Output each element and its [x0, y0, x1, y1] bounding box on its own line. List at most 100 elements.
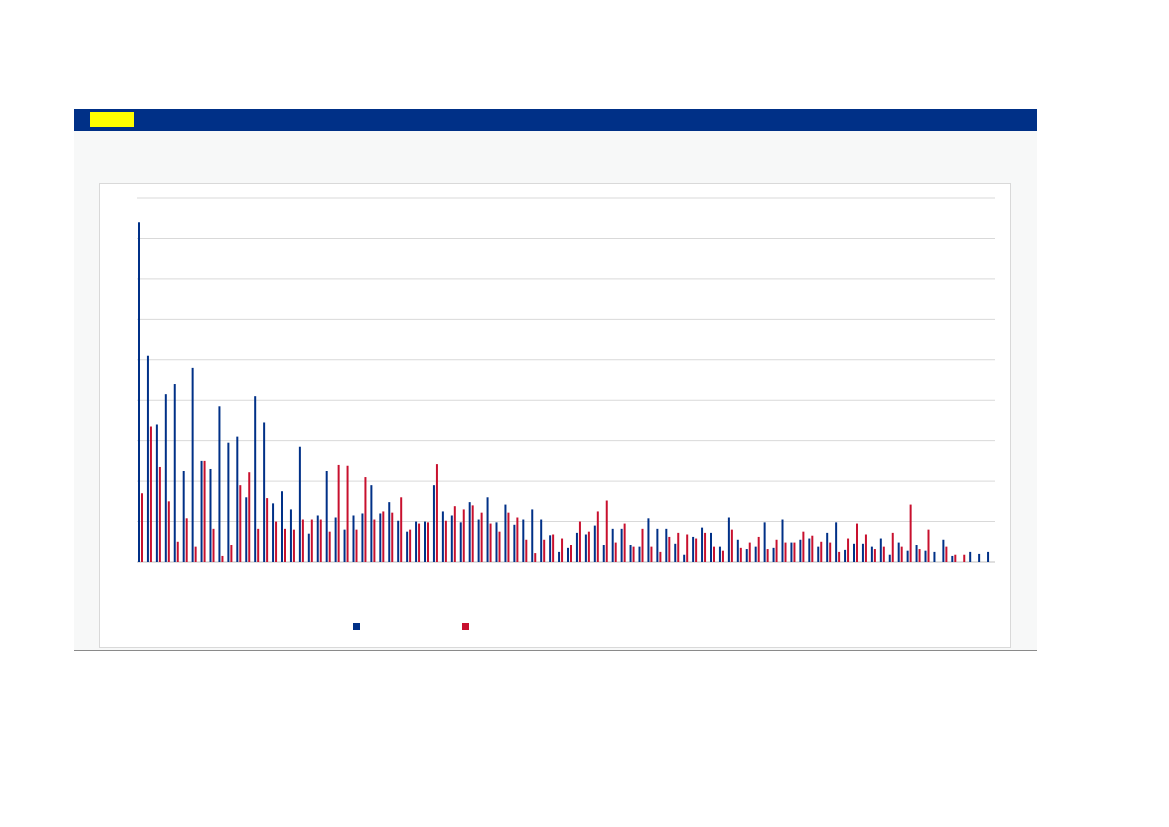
bar-series-1: [861, 543, 864, 562]
bar-series-2: [730, 529, 733, 562]
bar-series-1: [593, 525, 596, 562]
bar-series-2: [829, 542, 832, 562]
bar-series-1: [522, 519, 525, 562]
bar-series-1: [504, 504, 507, 562]
bar-series-1: [173, 384, 176, 562]
bar-series-1: [897, 542, 900, 562]
bar-series-1: [432, 485, 435, 562]
bar-series-1: [736, 539, 739, 562]
bar-series-1: [441, 511, 444, 562]
bar-series-2: [534, 553, 537, 562]
bar-series-1: [611, 528, 614, 562]
bar-series-1: [754, 546, 757, 562]
bar-series-2: [856, 523, 858, 562]
bar-series-1: [468, 502, 471, 562]
bar-series-2: [802, 531, 805, 562]
bar-series-1: [665, 528, 668, 562]
bar-series-2: [212, 528, 215, 562]
bar-series-1: [549, 535, 552, 562]
legend-swatch-series-2: [462, 623, 469, 630]
bar-series-2: [918, 549, 921, 562]
bar-series-2: [623, 523, 626, 562]
bar-series-2: [587, 531, 590, 562]
bar-series-2: [418, 523, 421, 562]
bar-series-1: [289, 509, 292, 562]
bar-series-1: [951, 555, 954, 562]
bar-series-1: [772, 547, 775, 562]
bar-series-1: [388, 502, 391, 562]
bar-series-1: [218, 406, 221, 562]
bar-series-2: [373, 519, 376, 562]
bar-series-1: [602, 545, 605, 562]
bar-series-1: [155, 424, 158, 562]
bar-series-2: [275, 521, 278, 562]
bar-series-2: [355, 529, 358, 562]
bar-series-2: [543, 539, 546, 562]
bar-series-2: [668, 536, 671, 562]
bar-series-1: [870, 546, 873, 562]
bar-series-1: [647, 518, 650, 562]
bar-series-1: [575, 532, 578, 562]
bar-series-2: [480, 512, 483, 562]
bar-series-1: [692, 536, 695, 562]
bar-series-2: [596, 511, 599, 562]
bar-series-1: [888, 554, 891, 562]
bar-series-1: [835, 522, 838, 562]
bar-series-2: [176, 541, 179, 562]
bar-series-1: [263, 422, 266, 562]
bar-series-2: [382, 511, 385, 562]
bar-series-1: [620, 528, 623, 562]
bar-series-1: [933, 551, 936, 562]
bar-series-2: [561, 538, 564, 562]
bar-series-1: [164, 394, 167, 562]
bar-series-2: [301, 519, 304, 562]
bar-series-1: [674, 543, 677, 562]
bar-series-1: [316, 515, 319, 562]
bar-series-1: [701, 527, 704, 562]
bar-series-2: [632, 546, 635, 562]
bar-series-1: [397, 520, 400, 562]
bar-series-1: [531, 509, 534, 562]
bar-series-2: [748, 542, 751, 562]
bar-series-1: [343, 529, 346, 562]
header-tag: [90, 112, 134, 127]
bar-series-1: [942, 539, 945, 562]
bar-series-1: [424, 521, 426, 562]
bar-series-2: [954, 554, 957, 562]
bar-series-2: [578, 521, 581, 562]
bar-series-2: [489, 523, 492, 562]
bar-series-1: [906, 550, 909, 562]
bar-series-2: [248, 472, 251, 562]
bar-series-1: [683, 554, 686, 562]
bar-series-2: [230, 545, 233, 562]
bar-series-1: [781, 519, 784, 562]
bar-series-1: [486, 497, 489, 562]
bar-series-2: [221, 555, 224, 562]
bar-series-2: [739, 547, 742, 562]
bar-series-1: [281, 491, 283, 562]
bar-series-1: [459, 522, 462, 562]
chart-panel: [74, 131, 1037, 651]
bar-series-1: [298, 446, 301, 562]
bar-series-2: [775, 539, 778, 562]
bar-series-1: [325, 471, 328, 562]
bar-series-2: [284, 528, 286, 562]
bar-series-2: [400, 497, 403, 562]
bar-series-1: [191, 367, 194, 562]
bar-series-2: [927, 529, 930, 562]
bar-series-2: [838, 551, 841, 562]
bar-series-1: [245, 497, 248, 562]
bar-series-1: [379, 513, 382, 562]
bar-series-1: [307, 533, 310, 562]
bar-series-2: [167, 501, 170, 562]
header-bar: [74, 109, 1037, 131]
bar-series-2: [292, 529, 295, 562]
bar-series-1: [915, 545, 918, 562]
bar-series-2: [721, 550, 724, 562]
bar-series-2: [516, 517, 519, 562]
bar-series-1: [254, 396, 257, 562]
bar-series-2: [364, 477, 367, 562]
bar-series-2: [757, 536, 760, 562]
bar-series-1: [718, 546, 721, 562]
bar-series-1: [415, 521, 418, 562]
